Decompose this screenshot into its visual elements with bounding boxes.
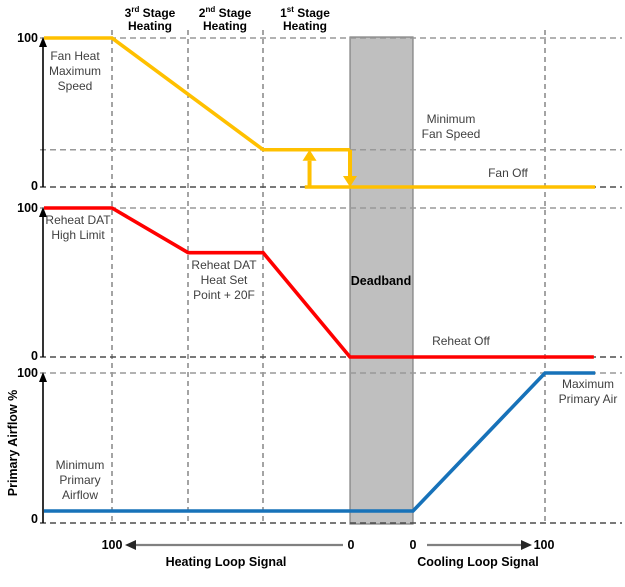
fan-heat-max-label: Fan Heat Maximum Speed: [48, 49, 101, 93]
heating-signal-0: 0: [347, 538, 355, 552]
fan-axis-min: 0: [31, 179, 38, 193]
reheat-axis-max: 100: [17, 201, 38, 215]
max-primary-air-label: Maximum Primary Air: [558, 377, 618, 406]
heating-signal-100: 100: [101, 538, 123, 552]
reheat-off-label: Reheat Off: [432, 334, 490, 348]
reheat-axis-min: 0: [31, 349, 38, 363]
stage-label-1st-heating: 1st Stage Heating: [280, 5, 330, 33]
reheat-high-limit-label: Reheat DAT High Limit: [45, 213, 111, 242]
heating-loop-signal-title: Heating Loop Signal: [165, 555, 287, 569]
stage-label-2nd-heating: 2nd Stage Heating: [198, 5, 252, 33]
min-primary-airflow-label: Minimum Primary Airflow: [55, 458, 105, 502]
cooling-signal-0: 0: [409, 538, 417, 552]
reheat-setpoint-label: Reheat DAT Heat Set Point + 20F: [191, 258, 257, 302]
fan-off-label: Fan Off: [488, 166, 528, 180]
airflow-axis-min: 0: [31, 512, 38, 526]
fan-axis-max: 100: [17, 31, 38, 45]
y-axis-title: Primary Airflow %: [6, 389, 20, 497]
deadband-label: Deadband: [350, 274, 412, 288]
cooling-signal-100: 100: [533, 538, 555, 552]
min-fan-speed-label: Minimum Fan Speed: [421, 112, 481, 141]
airflow-axis-max: 100: [17, 366, 38, 380]
stage-label-3rd-heating: 3rd Stage Heating: [124, 5, 176, 33]
cooling-loop-signal-title: Cooling Loop Signal: [417, 555, 539, 569]
